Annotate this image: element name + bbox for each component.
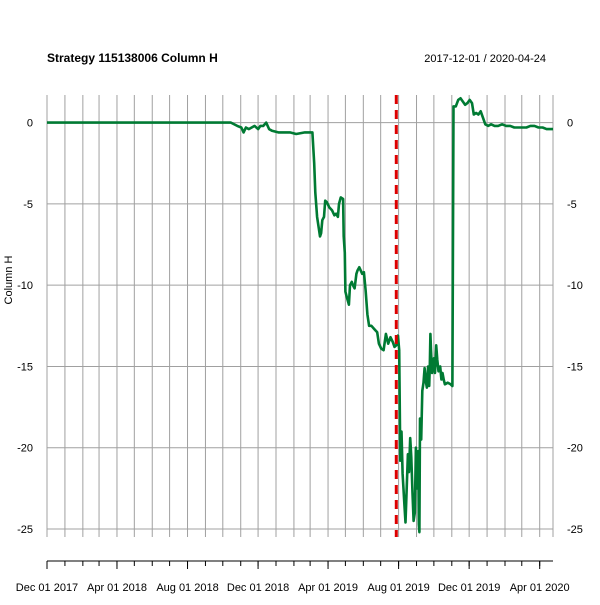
x-tick-label: Dec 01 2017 [16,582,78,594]
x-tick-label: Aug 01 2019 [367,582,429,594]
x-tick-label: Apr 01 2020 [510,582,570,594]
y-axis-label: Column H [3,255,15,304]
date-range-label: 2017-12-01 / 2020-04-24 [424,53,546,65]
y-tick-label-right: -25 [567,524,583,536]
y-tick-label-right: 0 [567,118,573,130]
x-tick-label: Aug 01 2018 [156,582,218,594]
y-tick-label-left: -15 [17,361,33,373]
x-tick-label: Apr 01 2018 [87,582,147,594]
y-tick-label-left: -10 [17,280,33,292]
y-tick-label-left: 0 [27,118,33,130]
y-tick-label-right: -15 [567,361,583,373]
y-tick-label-left: -5 [23,199,33,211]
y-tick-label-left: -20 [17,443,33,455]
y-tick-label-right: -5 [567,199,577,211]
chart-title: Strategy 115138006 Column H [47,51,218,65]
grid [46,95,554,537]
x-tick-label: Dec 01 2019 [438,582,500,594]
series-line [47,97,553,534]
x-tick-label: Dec 01 2018 [227,582,289,594]
series-layer [47,97,553,534]
axis-ticks: 0 0 -5 -5 -10 -10 -15 -15 -20 -20 -25 -25 Dec 01 201… [16,118,583,594]
y-tick-label-right: -10 [567,280,583,292]
y-tick-label-left: -25 [17,524,33,536]
x-tick-label: Apr 01 2019 [298,582,358,594]
y-tick-label-right: -20 [567,443,583,455]
